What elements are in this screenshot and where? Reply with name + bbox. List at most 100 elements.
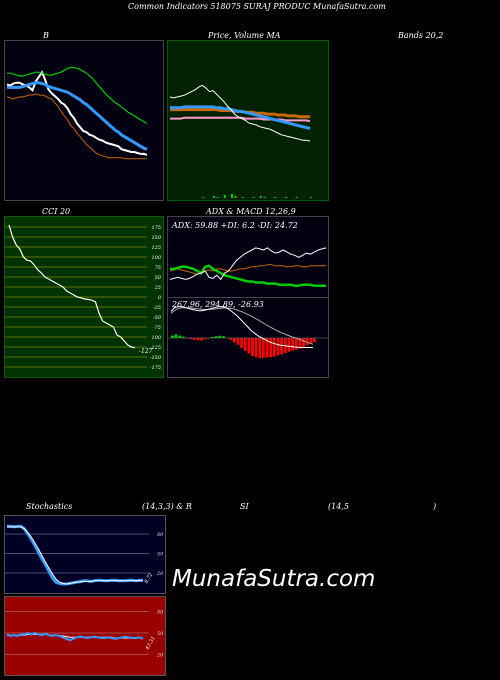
macd-macd-line: [170, 306, 313, 348]
bb-upper-line: [7, 66, 148, 125]
pm-price-line: [169, 84, 311, 142]
macd-histogram-bar: [287, 338, 291, 352]
stoch-tick-label: 80: [157, 532, 164, 538]
price-ma-title: Price, Volume MA: [208, 31, 281, 40]
stoch-panel: 80 50 20 8.72: [4, 515, 166, 594]
cci-tick-label: -75: [153, 325, 161, 331]
cci-tick-label: 0: [158, 295, 162, 301]
cci-tick-label: -150: [150, 355, 162, 361]
macd-chart: [168, 306, 328, 359]
page-title-c: C: [128, 2, 135, 11]
price-ma-panel: [167, 40, 329, 201]
pm-ma-blue-line: [170, 105, 311, 130]
macd-histogram-bar: [251, 338, 254, 356]
macd-histogram-bar: [305, 338, 309, 346]
bollinger-chart: [6, 66, 148, 160]
cci-tick-label: 50: [155, 275, 162, 281]
stoch-current-label: 8.72: [144, 572, 155, 585]
macd-histogram-bar: [309, 338, 313, 344]
macd-histogram-bar: [302, 338, 305, 347]
macd-histogram-bar: [174, 334, 178, 338]
macd-panel: 267.96, 294.89, -26.93: [167, 297, 329, 378]
cci-tick-label: 25: [154, 285, 161, 291]
rsi-tick-label: 20: [156, 653, 164, 659]
volume-bar: [213, 196, 216, 198]
cci-tick-label: 100: [151, 255, 161, 261]
macd-histogram-bar: [200, 338, 203, 341]
stoch-title: Stochastics: [26, 502, 73, 511]
rsi-panel: 80 50 20 43.31: [4, 596, 166, 676]
macd-histogram-bar: [272, 338, 276, 357]
cci-current-label: -127: [139, 348, 153, 355]
stoch-chart: 80 50 208.72: [5, 524, 164, 586]
stoch-k-line: [7, 524, 143, 586]
macd-histogram-bar: [276, 338, 280, 356]
rsi-title: SI: [240, 502, 249, 511]
macd-histogram-bar: [240, 338, 243, 348]
volume-bar: [284, 197, 287, 198]
macd-histogram-bar: [298, 338, 302, 349]
macd-histogram-bar: [262, 338, 265, 358]
macd-histogram-bar: [247, 338, 251, 354]
macd-histogram-bar: [236, 338, 240, 345]
volume-bar: [274, 197, 277, 198]
adx-minus-di-line: [169, 264, 326, 275]
macd-histogram-bar: [232, 338, 236, 343]
cci-tick-label: 100: [151, 335, 161, 341]
volume-bar: [310, 197, 312, 198]
page-title-rest: ommon Indicators 518075 SURAJ PRODUC Mun…: [134, 2, 386, 11]
adx-panel: ADX: 59.88 +DI: 6.2 -DI: 24.72: [167, 216, 329, 298]
bands-title: Bands 20,2: [398, 31, 444, 40]
price-ma-chart: [169, 84, 312, 198]
adx-title: ADX & MACD 12,26,9: [206, 207, 296, 216]
macd-histogram-bar: [178, 335, 182, 338]
rsi-line: [6, 631, 144, 642]
bollinger-title: B: [43, 31, 49, 40]
stoch-d-line: [7, 526, 143, 585]
macd-histogram-bar: [203, 338, 207, 340]
rsi-params: (14,5: [328, 502, 349, 511]
rsi-tick-label: 80: [157, 609, 164, 615]
volume-bar: [241, 197, 244, 198]
page-title: Common Indicators 518075 SURAJ PRODUC Mu…: [128, 2, 386, 11]
cci-tick-label: 125: [151, 245, 161, 251]
macd-histogram-bar: [265, 338, 269, 358]
volume-bar: [223, 195, 226, 198]
bb-price-line: [6, 70, 148, 156]
volume-bar: [202, 197, 205, 198]
adx-chart: [169, 247, 327, 287]
bollinger-panel: [4, 40, 164, 201]
stoch-tick-label: 50: [157, 552, 164, 558]
adx-plus-di-line: [170, 264, 326, 287]
macd-histogram-bar: [189, 338, 192, 339]
cci-tick-label: 75: [155, 265, 161, 271]
macd-histogram-bar: [294, 338, 298, 350]
stoch-params: (14,3,3) & R: [142, 502, 192, 511]
cci-tick-label: -25: [153, 305, 161, 311]
macd-histogram-bar: [291, 338, 294, 351]
cci-tick-label: -175: [150, 365, 161, 371]
macd-signal-line: [170, 307, 314, 345]
macd-histogram-bar: [192, 338, 196, 340]
adx-readout: ADX: 59.88 +DI: 6.2 -DI: 24.72: [172, 221, 298, 230]
bb-middle-line: [7, 81, 148, 151]
volume-bar: [216, 197, 219, 198]
macd-histogram-bar: [214, 336, 218, 338]
macd-histogram-bar: [254, 338, 258, 358]
macd-histogram-bar: [280, 338, 283, 355]
cci-title: CCI 20: [42, 207, 71, 216]
macd-histogram-bar: [269, 338, 273, 358]
rsi-params-tail: ): [433, 502, 437, 511]
volume-bar: [252, 197, 255, 198]
macd-histogram-bar: [171, 335, 174, 338]
macd-histogram-bar: [218, 335, 222, 338]
volume-bar: [259, 196, 262, 198]
stoch-tick-label: 20: [156, 571, 164, 577]
volume-bar: [234, 196, 237, 198]
cci-tick-label: 150: [151, 235, 161, 241]
rsi-current-label: 43.31: [144, 636, 157, 652]
macd-histogram-bar: [211, 337, 214, 338]
macd-histogram-bar: [313, 338, 316, 343]
macd-histogram-bar: [229, 338, 233, 340]
